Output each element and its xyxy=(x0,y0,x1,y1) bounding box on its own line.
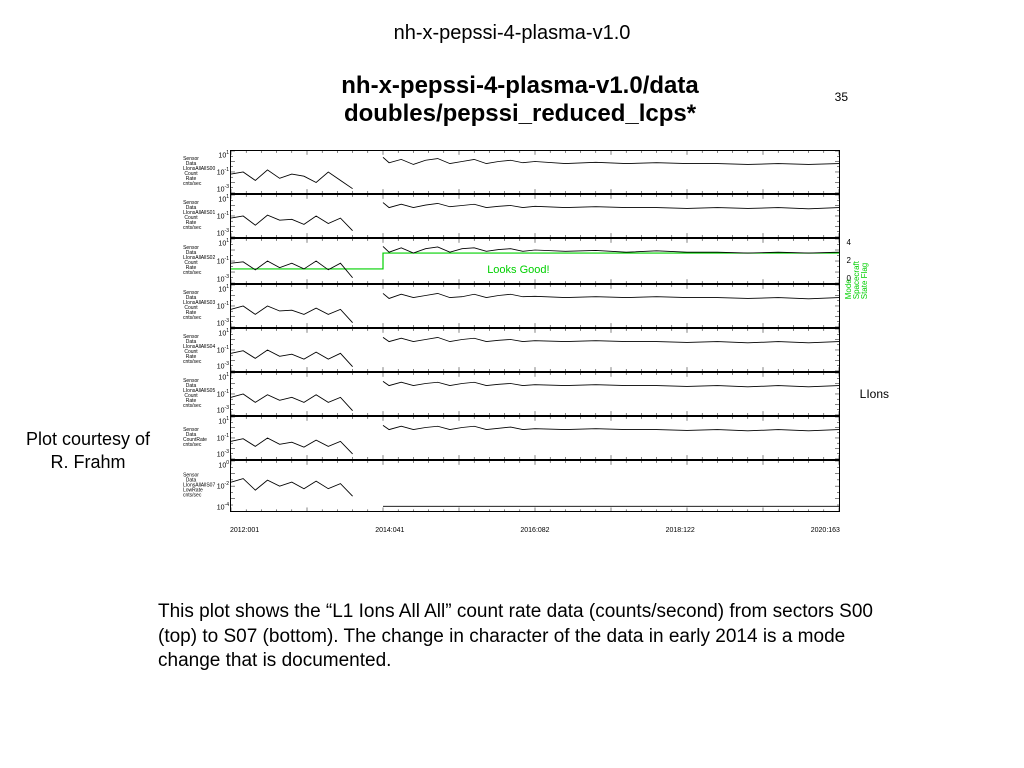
ylabel-S00: Sensor Data LIonsAllAllS00 Count Rate cn… xyxy=(183,157,199,187)
chart-title: nh-x-pepssi-4-plasma-v1.0/data doubles/p… xyxy=(180,72,860,127)
chart-area: nh-x-pepssi-4-plasma-v1.0/data doubles/p… xyxy=(180,72,860,542)
plot-S07 xyxy=(231,461,839,511)
xtick: 2020:163 xyxy=(811,527,840,534)
side-label-lions: LIons xyxy=(860,387,889,401)
ylabel-S06: Sensor Data CountRate cnts/sec xyxy=(183,428,199,448)
page-title: nh-x-pepssi-4-plasma-v1.0 xyxy=(0,0,1024,45)
ylabel-S01: Sensor Data LIonsAllAllS01 Count Rate cn… xyxy=(183,201,199,231)
plot-S01 xyxy=(231,195,839,237)
right-axis-label: Mode Spacecraft State Flag xyxy=(845,261,869,299)
panel-S03: 10110-110-3Sensor Data LIonsAllAllS03 Co… xyxy=(230,284,840,328)
yticks-S02: 10110-110-3 xyxy=(201,239,229,283)
panel-S06: 10110-110-3Sensor Data CountRate cnts/se… xyxy=(230,416,840,460)
xtick: 2018:122 xyxy=(666,527,695,534)
ylabel-S03: Sensor Data LIonsAllAllS03 Count Rate cn… xyxy=(183,291,199,321)
ylabel-S02: Sensor Data LIonsAllAllS02 Count Rate cn… xyxy=(183,246,199,276)
yticks-S03: 10110-110-3 xyxy=(201,285,229,327)
yticks-S00: 10110-110-3 xyxy=(201,151,229,193)
chart-title-line1: nh-x-pepssi-4-plasma-v1.0/data xyxy=(341,72,698,99)
credit-text: Plot courtesy of R. Frahm xyxy=(18,428,158,473)
panel-S01: 10110-110-3Sensor Data LIonsAllAllS01 Co… xyxy=(230,194,840,238)
xtick: 2014:041 xyxy=(375,527,404,534)
ylabel-S04: Sensor Data LIonsAllAllS04 Count Rate cn… xyxy=(183,335,199,365)
plot-S03 xyxy=(231,285,839,327)
annotation-looks-good: Looks Good! xyxy=(487,264,549,276)
ylabel-S05: Sensor Data LIonsAllAllS05 Count Rate cn… xyxy=(183,379,199,409)
xtick: 2016:082 xyxy=(520,527,549,534)
panel-S04: 10110-110-3Sensor Data LIonsAllAllS04 Co… xyxy=(230,328,840,372)
yticks-S01: 10110-110-3 xyxy=(201,195,229,237)
plot-S06 xyxy=(231,417,839,459)
plot-S00 xyxy=(231,151,839,193)
ylabel-S07: Sensor Data LIonsAllAllS07 LowRate cnts/… xyxy=(183,473,199,498)
caption-text: This plot shows the “L1 Ions All All” co… xyxy=(158,600,878,674)
plot-S04 xyxy=(231,329,839,371)
panel-S07: 10010-210-4Sensor Data LIonsAllAllS07 Lo… xyxy=(230,460,840,512)
panels-container: 10110-110-3Sensor Data LIonsAllAllS00 Co… xyxy=(230,150,840,522)
yticks-S05: 10110-110-3 xyxy=(201,373,229,415)
x-axis: 2012:001 2014:041 2016:082 2018:122 2020:163 xyxy=(230,527,840,534)
panel-S02: 10110-110-3Sensor Data LIonsAllAllS02 Co… xyxy=(230,238,840,284)
chart-title-line2: doubles/pepssi_reduced_lcps* xyxy=(344,100,696,127)
xtick: 2012:001 xyxy=(230,527,259,534)
page-number: 35 xyxy=(835,90,848,104)
plot-S02 xyxy=(231,239,839,283)
panel-S00: 10110-110-3Sensor Data LIonsAllAllS00 Co… xyxy=(230,150,840,194)
panel-S05: 10110-110-3Sensor Data LIonsAllAllS05 Co… xyxy=(230,372,840,416)
plot-S05 xyxy=(231,373,839,415)
yticks-S04: 10110-110-3 xyxy=(201,329,229,371)
